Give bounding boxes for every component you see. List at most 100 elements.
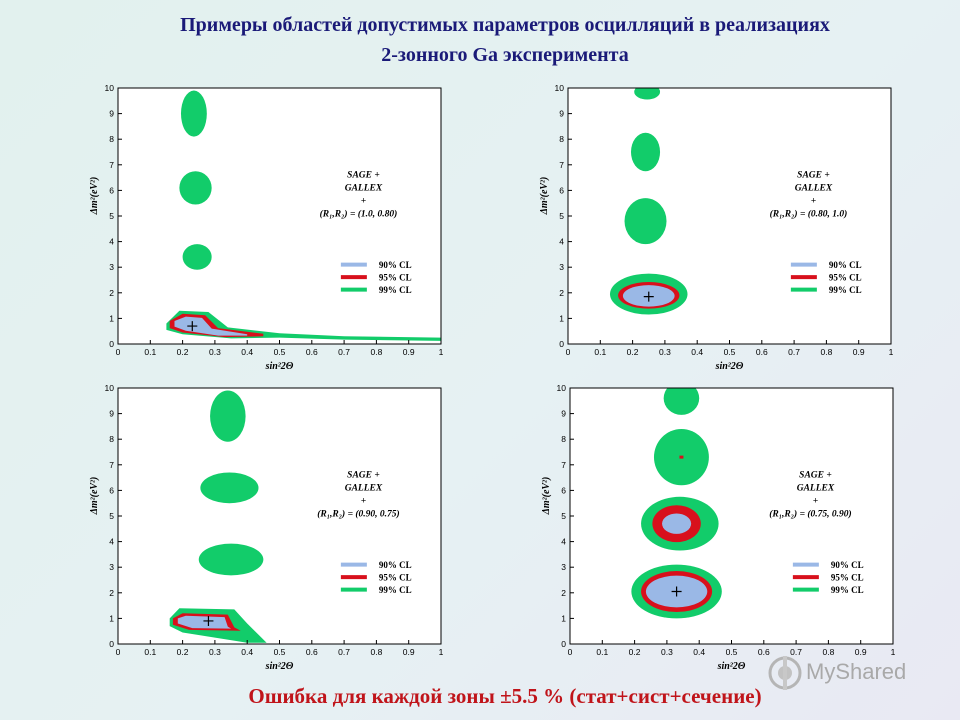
annotation-line: +	[361, 197, 366, 207]
y-tick-label: 1	[109, 313, 114, 323]
y-tick-label: 3	[559, 262, 564, 272]
legend-label: 90% CL	[379, 560, 412, 570]
y-tick-label: 6	[109, 485, 114, 495]
annotation-line: (R₁,R₂) = (0.80, 1.0)	[770, 209, 848, 220]
cl99-region	[179, 171, 212, 205]
legend-label: 90% CL	[831, 560, 864, 570]
chart-panel-4: 0 0.1 0.2 0.3 0.4 0.5 0.6 0.7 0.8 0.9 1 0 1 2 3 4 5 6 7 8 9 1…	[522, 378, 912, 684]
cl99-region	[180, 90, 207, 137]
x-tick-label: 1	[439, 347, 444, 357]
x-tick-label: 0.8	[822, 647, 834, 657]
x-tick-label: 0.3	[209, 647, 221, 657]
x-tick-label: 0.5	[724, 347, 736, 357]
y-tick-label: 1	[559, 313, 564, 323]
x-tick-label: 0.4	[693, 647, 705, 657]
cl99-region	[200, 472, 259, 504]
y-tick-label: 4	[109, 237, 114, 247]
best-fit-marker	[671, 586, 682, 597]
x-tick-label: 0.5	[726, 647, 738, 657]
x-tick-label: 0	[116, 647, 121, 657]
x-tick-label: 0.7	[338, 347, 350, 357]
y-axis-label: Δm²(eV²)	[89, 177, 100, 216]
annotation-line: +	[813, 497, 818, 507]
x-tick-label: 1	[891, 647, 896, 657]
y-axis-label: Δm²(eV²)	[89, 477, 100, 516]
annotation-line: (R₁,R₂) = (0.75, 0.90)	[769, 509, 852, 520]
y-tick-label: 1	[109, 613, 114, 623]
y-axis-label: Δm²(eV²)	[539, 177, 550, 216]
y-tick-label: 9	[109, 409, 114, 419]
x-tick-label: 0.9	[403, 347, 415, 357]
x-tick-label: 0.6	[306, 647, 318, 657]
cl99-region	[210, 390, 246, 442]
slide-title-line-2: 2-зонного Ga эксперимента	[381, 44, 629, 66]
x-tick-label: 0.2	[177, 347, 189, 357]
x-tick-label: 0	[116, 347, 121, 357]
y-tick-label: 5	[109, 511, 114, 521]
legend-label: 99% CL	[831, 585, 864, 595]
contour-chart-1: 0 0.1 0.2 0.3 0.4 0.5 0.6 0.7 0.8 0.9 101234567891…	[89, 83, 444, 372]
chart-panel-2: 0 0.1 0.2 0.3 0.4 0.5 0.6 0.7 0.8 0.9 1 0 1 2 3 4 5 6 7 8 9 1…	[520, 78, 910, 384]
cl99-region	[182, 244, 212, 270]
error-note: Ошибка для каждой зоны ±5.5 % (стат+сист…	[248, 684, 762, 708]
x-tick-label: 0.4	[691, 347, 703, 357]
cl99-region	[624, 198, 667, 245]
legend-label: 90% CL	[829, 260, 862, 270]
x-tick-label: 0.1	[594, 347, 606, 357]
x-tick-label: 0.1	[144, 347, 156, 357]
plot-background	[118, 388, 441, 644]
y-tick-label: 5	[561, 511, 566, 521]
contour-chart-3: 0 0.1 0.2 0.3 0.4 0.5 0.6 0.7 0.8 0.9 101234567891…	[89, 383, 444, 672]
y-tick-label: 5	[109, 211, 114, 221]
y-tick-label: 8	[561, 434, 566, 444]
annotation-line: GALLEX	[797, 484, 835, 494]
best-fit-marker	[203, 615, 214, 626]
y-tick-label: 6	[109, 185, 114, 195]
x-tick-label: 0	[568, 647, 573, 657]
cl99-region	[198, 543, 264, 576]
legend-label: 95% CL	[831, 573, 864, 583]
x-tick-label: 0.1	[144, 647, 156, 657]
legend-label: 99% CL	[379, 285, 412, 295]
y-tick-label: 4	[109, 537, 114, 547]
cl95-dot	[679, 455, 684, 459]
y-tick-label: 3	[109, 262, 114, 272]
x-tick-label: 0.7	[338, 647, 350, 657]
y-tick-label: 0	[559, 339, 564, 349]
annotation-line: SAGE +	[347, 171, 380, 181]
cl99-region	[634, 88, 661, 100]
annotation-line: (R₁,R₂) = (0.90, 0.75)	[317, 509, 400, 520]
y-tick-label: 10	[557, 383, 567, 393]
annotation-line: SAGE +	[347, 471, 380, 481]
y-tick-label: 8	[109, 134, 114, 144]
best-fit-marker	[187, 321, 198, 332]
watermark: MyShared	[768, 654, 928, 694]
chart-panel-1: 0 0.1 0.2 0.3 0.4 0.5 0.6 0.7 0.8 0.9 1 0 1 2 3 4 5 6 7 8 9 1…	[70, 78, 460, 384]
cl99-region	[663, 388, 700, 415]
legend-label: 95% CL	[379, 573, 412, 583]
plot-regions	[169, 390, 267, 643]
y-tick-label: 6	[559, 185, 564, 195]
x-tick-label: 0.5	[274, 647, 286, 657]
cl90-region	[177, 615, 232, 629]
y-tick-label: 1	[561, 613, 566, 623]
x-axis-label: sin²2Θ	[265, 661, 294, 672]
x-tick-label: 0.4	[241, 647, 253, 657]
y-tick-label: 2	[559, 288, 564, 298]
plot-background	[570, 388, 893, 644]
plot-background	[118, 88, 441, 344]
y-tick-label: 10	[105, 83, 115, 93]
legend-label: 99% CL	[379, 585, 412, 595]
y-tick-label: 8	[559, 134, 564, 144]
x-tick-label: 0.2	[629, 647, 641, 657]
contour-chart-2: 0 0.1 0.2 0.3 0.4 0.5 0.6 0.7 0.8 0.9 101234567891…	[539, 83, 894, 372]
slide-title-line-1: Примеры областей допустимых параметров о…	[180, 14, 830, 36]
y-tick-label: 9	[109, 109, 114, 119]
annotation-line: +	[811, 197, 816, 207]
y-tick-label: 2	[109, 588, 114, 598]
x-tick-label: 0.3	[661, 647, 673, 657]
y-tick-label: 9	[561, 409, 566, 419]
y-tick-label: 4	[561, 537, 566, 547]
y-tick-label: 5	[559, 211, 564, 221]
slide-title: Примеры областей допустимых параметров о…	[0, 10, 960, 70]
